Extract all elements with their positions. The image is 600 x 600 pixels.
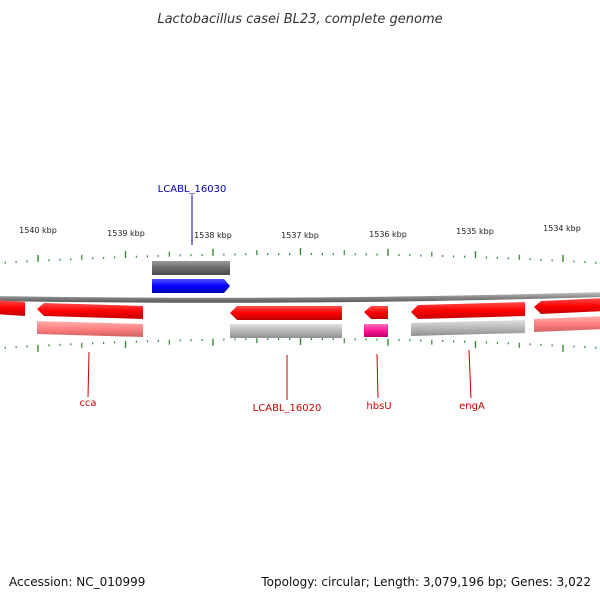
gene-label-engA[interactable]: engA [459,401,485,412]
cds-arrow-engA[interactable] [411,302,525,319]
scale-label: 1536 kbp [369,230,407,239]
gene-block-engA [411,320,525,336]
connector-hbsU [376,353,379,399]
gene-label-cca[interactable]: cca [79,398,96,409]
scale-label: 1540 kbp [19,226,57,235]
gene-block-gray [152,261,230,275]
gene-block-cca [37,321,143,337]
cds-arrow-hbsU[interactable] [364,306,388,319]
label-connectors [87,195,472,400]
map-title: Lactobacillus casei BL23, complete genom… [157,12,442,27]
gene-block-LCABL_16020 [230,324,342,338]
scale-label: 1539 kbp [107,229,145,238]
cds-arrow-cca[interactable] [37,303,143,319]
scale-labels: 1540 kbp 1539 kbp 1538 kbp 1537 kbp 1536… [19,224,581,240]
inner-tick-row [4,338,597,352]
genome-summary: Topology: circular; Length: 3,079,196 bp… [260,575,591,589]
outer-tick-row [4,248,597,264]
gene-block [534,316,600,332]
gene-blocks [37,316,600,338]
gene-label-hbsU[interactable]: hbsU [366,401,391,412]
cds-arrow-LCABL_16030[interactable] [152,279,230,293]
gene-label-LCABL_16030[interactable]: LCABL_16030 [158,184,227,195]
cds-arrow[interactable] [534,298,600,314]
reverse-cds [0,298,600,320]
scale-label: 1538 kbp [194,231,232,240]
forward-features [152,261,230,293]
connector-engA [468,349,472,399]
scale-label: 1534 kbp [543,224,581,233]
genome-backbone [0,292,600,303]
scale-label: 1537 kbp [281,231,319,240]
accession-text: Accession: NC_010999 [9,575,145,589]
gene-block-hbsU [364,324,388,337]
cds-arrow-LCABL_16020[interactable] [230,306,342,320]
gene-labels: LCABL_16030 cca LCABL_16020 hbsU engA [79,184,485,414]
cds-arrow[interactable] [0,300,25,316]
scale-label: 1535 kbp [456,227,494,236]
gene-label-LCABL_16020[interactable]: LCABL_16020 [253,403,322,414]
connector-cca [87,351,90,398]
